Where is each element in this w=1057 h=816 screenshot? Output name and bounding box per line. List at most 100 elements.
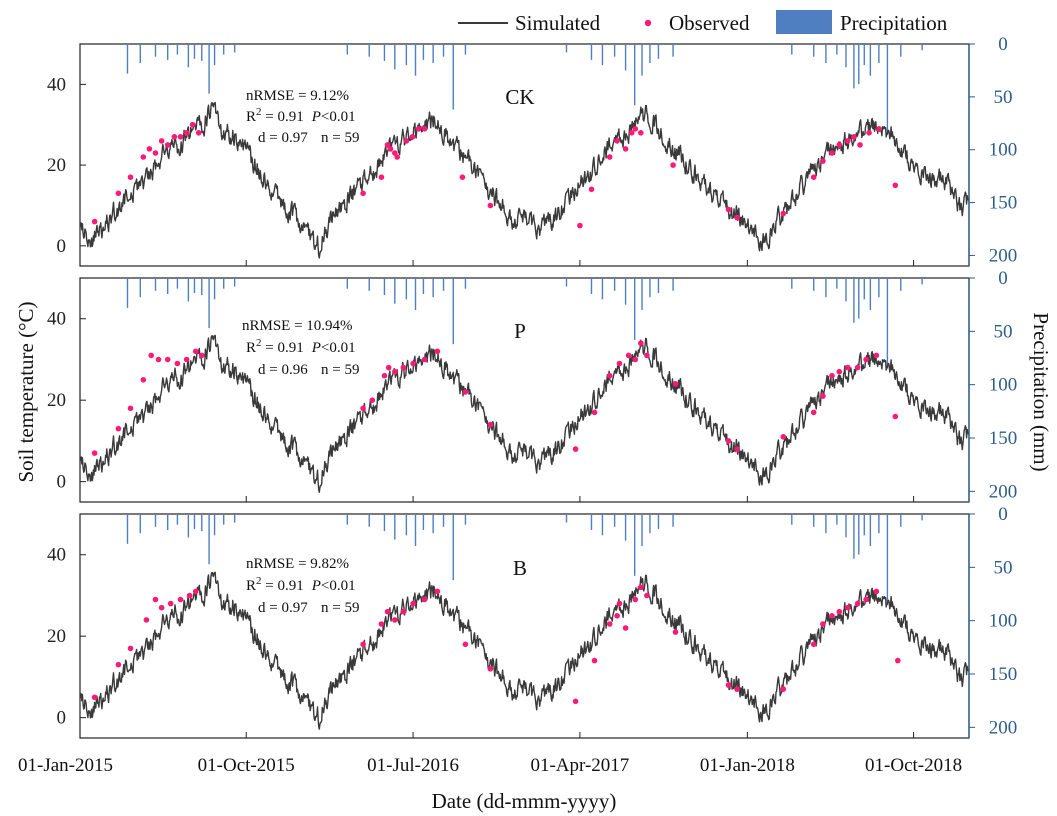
observed-point-1-32	[734, 446, 740, 452]
left-tick-label-0-1: 20	[47, 155, 66, 176]
precip-bar-0-23	[565, 44, 568, 53]
precip-bar-2-17	[414, 514, 417, 546]
observed-point-1-27	[632, 356, 639, 363]
precip-bar-2-13	[368, 514, 370, 527]
observed-point-2-23	[614, 613, 620, 619]
precip-bar-0-38	[853, 44, 855, 89]
right-tick-label-1-3: 150	[989, 428, 1018, 449]
observed-point-0-46	[892, 182, 899, 189]
precip-bar-2-45	[921, 514, 923, 521]
observed-point-0-12	[195, 130, 202, 136]
observed-point-2-5	[158, 604, 165, 611]
observed-point-1-35	[820, 393, 826, 399]
panel-p-label: P	[514, 319, 526, 343]
axes: 0204005010015020002040050100150200020400…	[18, 34, 1017, 776]
observed-point-0-31	[632, 126, 639, 132]
observed-point-2-22	[606, 621, 613, 627]
observed-point-2-18	[462, 641, 469, 648]
observed-point-0-32	[638, 130, 644, 136]
observed-point-0-18	[394, 154, 401, 160]
precip-bar-0-7	[201, 44, 203, 61]
observed-point-2-3	[143, 617, 150, 623]
observed-point-0-45	[876, 126, 882, 132]
observed-point-1-8	[183, 356, 190, 363]
observed-point-0-3	[140, 154, 147, 160]
observed-point-2-8	[186, 592, 193, 599]
precip-bar-0-8	[208, 44, 210, 94]
observed-point-1-16	[400, 364, 407, 371]
observed-point-2-1	[115, 661, 122, 668]
observed-point-2-28	[644, 592, 650, 599]
precip-bar-0-36	[836, 44, 838, 55]
precip-bar-1-7	[201, 278, 203, 296]
panel-b-stats: nRMSE = 9.82% R2 = 0.91 P<0.01 d = 0.97 n…	[246, 556, 359, 616]
precip-bar-2-7	[201, 514, 203, 532]
observed-point-0-37	[810, 174, 817, 180]
observed-point-0-33	[670, 162, 676, 168]
precip-bar-0-32	[672, 44, 674, 57]
right-tick-label-1-1: 50	[994, 321, 1013, 342]
observed-point-1-4	[148, 352, 154, 359]
observed-point-1-33	[780, 434, 787, 440]
observed-point-2-4	[152, 596, 159, 603]
precip-bar-0-29	[641, 44, 643, 76]
left-tick-label-2-1: 20	[47, 626, 66, 647]
precip-bar-0-18	[422, 44, 425, 60]
observed-point-0-9	[177, 134, 184, 140]
observed-point-2-20	[572, 698, 579, 705]
panel-b-label: B	[513, 556, 527, 580]
precip-bar-2-21	[452, 514, 454, 581]
precip-bar-1-22	[464, 278, 467, 289]
precip-bar-0-41	[869, 44, 872, 76]
observed-point-2-41	[895, 657, 901, 664]
precip-bar-2-1	[139, 514, 141, 534]
ck-d: d = 0.97	[258, 130, 308, 146]
precip-bar-2-14	[383, 514, 386, 532]
precip-bar-2-28	[634, 514, 636, 576]
legend-precipitation-swatch	[776, 10, 832, 34]
precip-bar-1-45	[921, 278, 923, 285]
precip-bar-1-3	[166, 278, 169, 294]
precip-bar-2-6	[193, 514, 196, 529]
observed-point-2-21	[591, 657, 598, 664]
x-tick-label-1: 01-Oct-2015	[198, 755, 295, 776]
precip-bar-0-4	[176, 44, 179, 55]
right-tick-label-2-4: 200	[989, 717, 1018, 738]
observed-point-0-21	[415, 126, 422, 132]
precip-bar-1-44	[900, 278, 902, 291]
observed-point-1-37	[836, 368, 843, 375]
p-nrmse: nRMSE = 10.94%	[242, 318, 353, 334]
precip-bar-1-2	[154, 278, 157, 291]
precip-bar-0-9	[213, 44, 216, 66]
panel-p-stats: nRMSE = 10.94% R2 = 0.91 P<0.01 d = 0.96 …	[242, 318, 359, 378]
precip-bar-2-25	[601, 514, 604, 536]
observed-point-0-14	[378, 174, 385, 180]
observed-point-2-40	[873, 588, 880, 595]
observed-point-1-2	[127, 405, 134, 412]
precip-bar-0-37	[845, 44, 847, 68]
precip-bar-0-31	[657, 44, 660, 59]
observed-point-1-40	[863, 356, 869, 363]
left-tick-label-1-2: 40	[47, 309, 66, 330]
observed-point-0-10	[183, 130, 190, 136]
legend-observed-swatch	[644, 19, 652, 27]
precip-bar-1-13	[368, 278, 370, 291]
observed-point-2-32	[780, 686, 787, 692]
precip-bar-0-25	[601, 44, 604, 66]
observed-point-0-22	[421, 126, 428, 132]
precip-bar-0-13	[368, 44, 370, 57]
observed-point-1-39	[854, 364, 861, 371]
precip-bar-1-21	[452, 278, 454, 345]
panel-ck-label: CK	[505, 85, 534, 109]
observed-point-1-28	[638, 340, 644, 347]
observed-point-2-37	[845, 604, 851, 611]
x-tick-label-3: 01-Apr-2017	[530, 755, 629, 776]
observed-point-1-30	[672, 381, 679, 387]
precip-bar-1-31	[657, 278, 660, 293]
p-d: d = 0.96	[258, 362, 308, 378]
precip-bar-0-21	[452, 44, 454, 110]
ck-nrmse: nRMSE = 9.12%	[246, 88, 349, 104]
precip-bar-0-19	[432, 44, 434, 64]
precip-bar-1-41	[869, 278, 872, 310]
precip-bar-1-43	[886, 278, 889, 369]
